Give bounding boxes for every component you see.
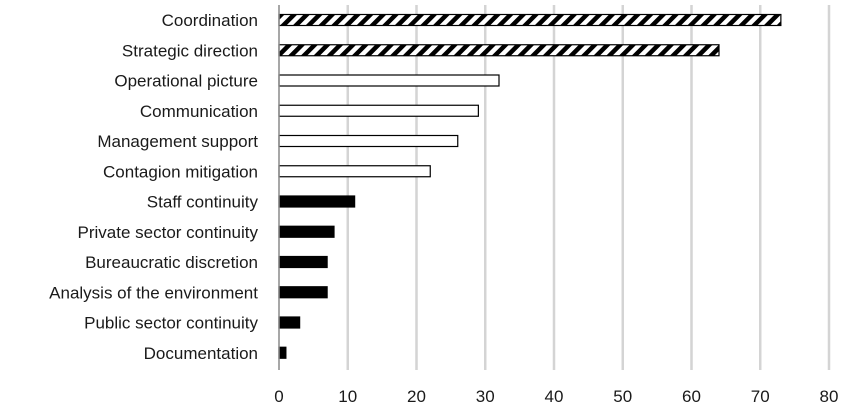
category-label: Bureaucratic discretion	[85, 253, 258, 272]
x-tick-label: 0	[274, 387, 283, 406]
category-label: Staff continuity	[147, 193, 259, 212]
category-label: Coordination	[162, 11, 258, 30]
category-label: Strategic direction	[122, 41, 258, 60]
bar-operational-picture	[278, 74, 500, 87]
category-label: Communication	[140, 102, 258, 121]
bar-communication	[278, 104, 479, 117]
x-tick-label: 10	[338, 387, 357, 406]
category-label: Operational picture	[114, 72, 258, 91]
bar-public-sector-continuity	[278, 316, 301, 329]
x-tick-label: 70	[751, 387, 770, 406]
bar-strategic-direction	[278, 44, 720, 57]
bar-management-support	[278, 134, 459, 148]
x-tick-label: 60	[682, 387, 701, 406]
category-label: Analysis of the environment	[49, 283, 258, 302]
bar-documentation	[278, 346, 287, 359]
bars	[278, 13, 782, 359]
x-tick-label: 40	[545, 387, 564, 406]
gridlines	[346, 5, 831, 370]
category-label: Private sector continuity	[78, 223, 259, 242]
x-tick-label: 20	[407, 387, 426, 406]
bar-contagion-mitigation	[278, 165, 431, 178]
bar-coordination	[278, 13, 782, 27]
bar-private-sector-continuity	[278, 225, 335, 238]
category-labels: Coordination Strategic direction Operation…	[49, 11, 258, 363]
x-tick-labels: 0 10 20 30 40 50 60 70 80	[274, 387, 838, 406]
bar-analysis-of-the-environment	[278, 286, 328, 299]
bar-staff-continuity	[278, 195, 356, 208]
category-label: Public sector continuity	[84, 314, 258, 333]
category-label: Contagion mitigation	[103, 162, 258, 181]
x-tick-label: 30	[476, 387, 495, 406]
x-tick-label: 50	[613, 387, 632, 406]
category-label: Management support	[97, 132, 258, 151]
category-label: Documentation	[144, 344, 258, 363]
x-tick-label: 80	[820, 387, 839, 406]
bar-bureaucratic-discretion	[278, 255, 328, 269]
